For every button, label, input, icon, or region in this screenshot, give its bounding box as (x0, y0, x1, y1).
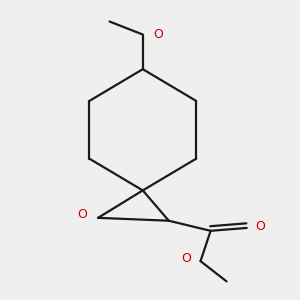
Text: O: O (181, 252, 191, 265)
Text: O: O (154, 28, 164, 41)
Text: O: O (255, 220, 265, 233)
Text: O: O (77, 208, 87, 221)
